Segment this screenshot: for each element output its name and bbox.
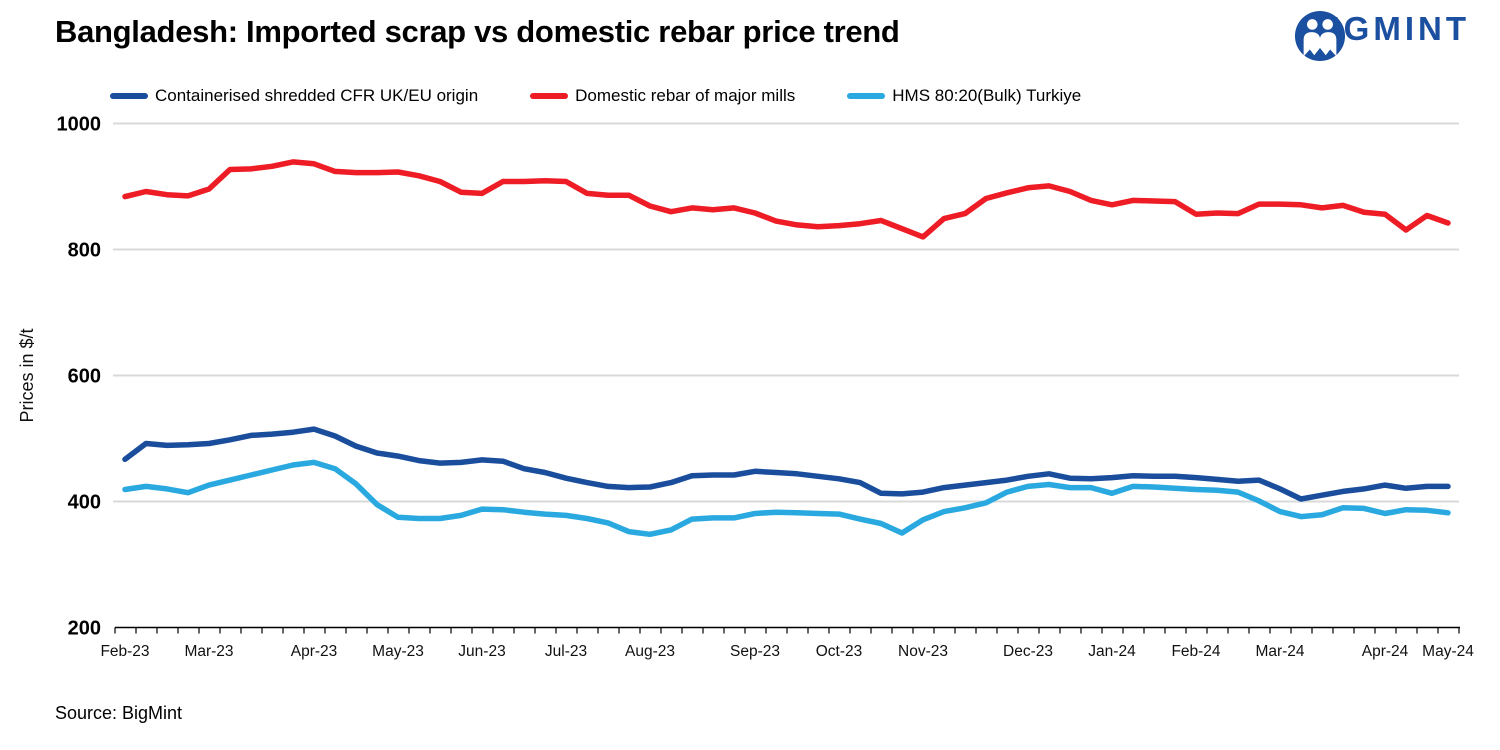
series-line-2 [122,159,1451,240]
x-tick-label: May-24 [1422,643,1474,660]
x-tick-label: Mar-23 [184,643,233,660]
legend-label: HMS 80:20(Bulk) Turkiye [892,86,1082,105]
x-tick-label: Apr-23 [291,643,338,660]
legend-label: Containerised shredded CFR UK/EU origin [155,86,479,105]
y-tick-label: 1000 [57,114,102,136]
x-tick-label: May-23 [372,643,424,660]
legend-swatch [847,93,886,99]
x-tick-label: Apr-24 [1362,643,1409,660]
legend-item-1: Containerised shredded CFR UK/EU origin [110,86,478,106]
x-tick-label: Feb-23 [100,643,149,660]
x-tick-label: Jan-24 [1088,643,1136,660]
x-tick-label: Feb-24 [1171,643,1220,660]
y-tick-label: 600 [68,366,101,388]
x-tick-label: Sep-23 [730,643,780,660]
x-tick-label: Jul-23 [545,643,587,660]
bigmint-logo: BIGMINT [1294,10,1470,62]
series-line-3 [122,459,1451,538]
legend-swatch [530,93,569,99]
x-tick-label: Mar-24 [1255,643,1304,660]
legend-swatch [110,93,148,99]
x-tick-label: Dec-23 [1003,643,1053,660]
y-tick-label: 400 [68,492,101,514]
x-tick-label: Nov-23 [898,643,948,660]
series-line-1 [122,426,1451,502]
y-tick-label: 800 [68,240,101,262]
x-tick-label: Oct-23 [816,643,863,660]
y-tick-label: 200 [68,618,101,640]
legend-item-3: HMS 80:20(Bulk) Turkiye [847,86,1081,106]
chart-legend: Containerised shredded CFR UK/EU origin D… [110,86,1081,106]
legend-label: Domestic rebar of major mills [575,86,796,105]
source-note: Source: BigMint [55,703,183,723]
x-tick-label: Aug-23 [625,643,675,660]
y-axis-title: Prices in $/t [17,328,37,422]
legend-item-2: Domestic rebar of major mills [530,86,795,106]
page-title: Bangladesh: Imported scrap vs domestic r… [55,14,900,49]
x-tick-label: Jun-23 [458,643,505,660]
